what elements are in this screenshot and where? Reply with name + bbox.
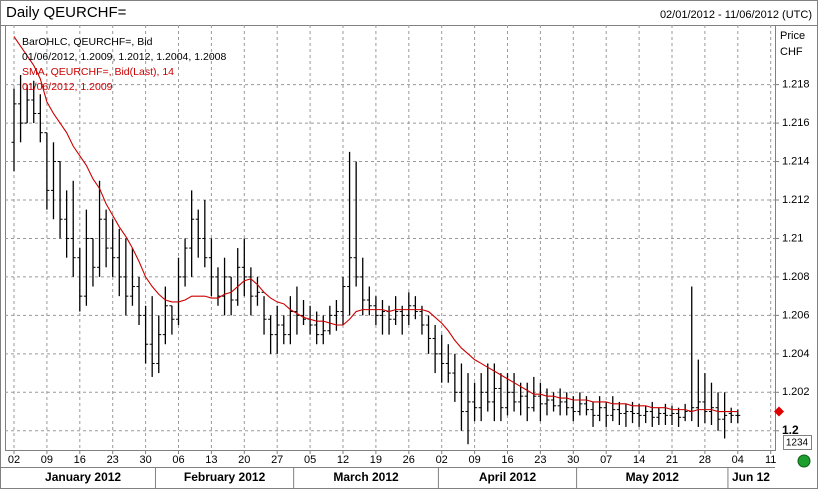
legend-entry: 01/06/2012, 1.2009, 1.2012, 1.2004, 1.20… xyxy=(22,51,227,63)
x-tick-label: 02 xyxy=(8,454,20,466)
x-tick-label: 23 xyxy=(534,454,546,466)
month-label: April 2012 xyxy=(479,470,537,484)
y-tick-label: 1.212 xyxy=(782,194,810,206)
sma-line xyxy=(13,36,738,413)
x-tick-label: 09 xyxy=(468,454,480,466)
x-tick-label: 09 xyxy=(41,454,53,466)
y-tick-label: 1.2 xyxy=(782,423,799,437)
x-tick-label: 13 xyxy=(205,454,217,466)
y-tick-label: 1.206 xyxy=(782,309,810,321)
date-range: 02/01/2012 - 11/06/2012 (UTC) xyxy=(660,9,812,21)
status-light xyxy=(797,454,811,468)
y-axis-label: Price xyxy=(780,30,805,42)
x-tick-label: 30 xyxy=(567,454,579,466)
month-label: January 2012 xyxy=(45,470,121,484)
month-label: February 2012 xyxy=(184,470,266,484)
x-tick-label: 02 xyxy=(436,454,448,466)
y-tick-label: 1.216 xyxy=(782,117,810,129)
x-tick-label: 16 xyxy=(501,454,513,466)
x-tick-label: 06 xyxy=(172,454,184,466)
x-tick-label: 30 xyxy=(139,454,151,466)
x-tick-label: 21 xyxy=(666,454,678,466)
y-tick-label: 1.204 xyxy=(782,348,810,360)
last-value-marker xyxy=(774,406,784,417)
x-tick-label: 07 xyxy=(600,454,612,466)
legend-entry: SMA, QEURCHF=, Bid(Last), 14 xyxy=(22,66,174,78)
x-tick-label: 20 xyxy=(238,454,250,466)
badge: 1234 xyxy=(786,438,809,449)
x-tick-label: 16 xyxy=(74,454,86,466)
x-tick-label: 28 xyxy=(699,454,711,466)
x-tick-label: 12 xyxy=(337,454,349,466)
month-label: Jun 12 xyxy=(732,470,770,484)
chart-title: Daily QEURCHF= xyxy=(6,4,127,21)
badge-box xyxy=(783,435,812,450)
month-label: May 2012 xyxy=(626,470,680,484)
y-axis-unit: CHF xyxy=(780,46,803,58)
x-tick-label: 04 xyxy=(732,454,744,466)
y-tick-label: 1.214 xyxy=(782,155,810,167)
legend-entry: BarOHLC, QEURCHF=, Bid xyxy=(22,36,153,48)
x-tick-label: 14 xyxy=(633,454,645,466)
y-tick-label: 1.21 xyxy=(782,232,803,244)
legend-entry: 01/06/2012, 1.2009 xyxy=(22,81,113,93)
y-tick-label: 1.202 xyxy=(782,386,810,398)
month-label: March 2012 xyxy=(333,470,399,484)
y-tick-label: 1.208 xyxy=(782,271,810,283)
x-tick-label: 27 xyxy=(271,454,283,466)
x-tick-label: 23 xyxy=(107,454,119,466)
x-tick-label: 19 xyxy=(370,454,382,466)
y-tick-label: 1.218 xyxy=(782,79,810,91)
x-tick-label: 05 xyxy=(304,454,316,466)
x-tick-label: 26 xyxy=(403,454,415,466)
x-tick-label: 11 xyxy=(765,454,776,466)
